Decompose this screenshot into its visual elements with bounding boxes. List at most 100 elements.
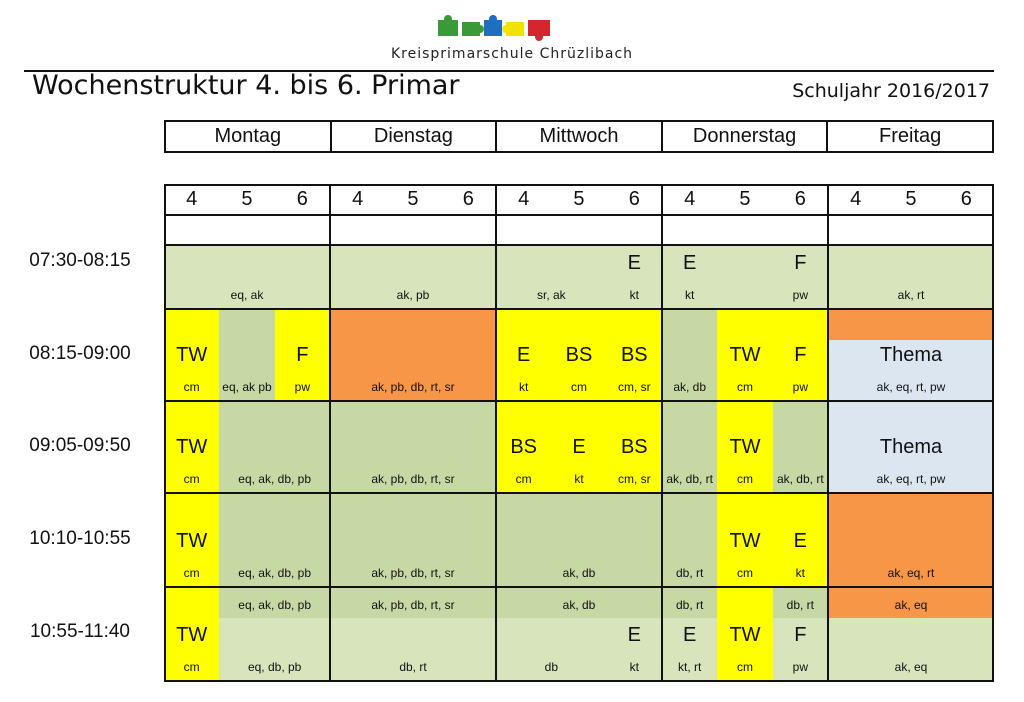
grade-label: 4 <box>684 188 696 210</box>
lesson-cell <box>496 494 662 586</box>
lesson-cell <box>551 402 607 492</box>
day-divider <box>827 184 829 682</box>
lesson-cell <box>772 588 828 618</box>
teacher-label: kt <box>629 288 639 302</box>
teacher-label: eq, ak, db, pb <box>238 472 312 486</box>
subject-label: BS <box>510 436 537 458</box>
lesson-cell <box>219 402 330 492</box>
school-year: Schuljahr 2016/2017 <box>792 80 990 102</box>
lesson-cell <box>330 310 496 400</box>
lesson-cell <box>496 310 552 400</box>
subject-label: BS <box>620 436 648 458</box>
page-title: Wochenstruktur 4. bis 6. Primar <box>32 70 460 101</box>
lesson-cell <box>606 246 662 308</box>
teacher-label: cm, sr <box>617 380 651 394</box>
teacher-label: pw <box>792 380 808 394</box>
day-divider <box>329 184 331 682</box>
teacher-label: eq, ak pb <box>222 380 272 394</box>
grade-label: 6 <box>462 188 474 210</box>
day-friday: Freitag <box>879 125 942 147</box>
row-divider <box>164 244 994 246</box>
lesson-cell <box>717 246 773 308</box>
teacher-label: ak, rt <box>897 288 925 302</box>
subject-label: E <box>682 252 697 274</box>
lesson-cell <box>606 402 662 492</box>
teacher-label: ak, eq <box>894 598 928 612</box>
grade-label: 4 <box>186 188 198 210</box>
subject-label: E <box>627 624 641 646</box>
subject-label: TW <box>729 530 761 552</box>
teacher-label: cm, sr <box>617 472 651 486</box>
lesson-cell <box>606 618 662 680</box>
day-divider <box>495 184 497 682</box>
time-label: 08:15-09:00 <box>29 343 131 364</box>
teacher-label: cm <box>570 380 587 394</box>
teacher-label: kt <box>629 660 639 674</box>
row-divider <box>164 308 994 310</box>
teacher-label: ak, eq, rt, pw <box>876 472 946 486</box>
puzzle-logo-icon <box>438 15 550 41</box>
time-label: 10:55-11:40 <box>29 621 130 642</box>
lesson-cell <box>330 494 496 586</box>
grade-label: 6 <box>960 188 972 210</box>
teacher-label: eq, ak <box>230 288 264 302</box>
lesson-cell <box>828 246 994 308</box>
lesson-cell <box>606 310 662 400</box>
subject-label: TW <box>729 624 761 646</box>
lesson-cell <box>772 402 828 492</box>
teacher-label: sr, ak <box>536 288 566 302</box>
grade-label: 5 <box>739 188 751 210</box>
lesson-cell <box>772 494 828 586</box>
teacher-label: eq, ak, db, pb <box>238 598 312 612</box>
subject-label: E <box>627 252 641 274</box>
lesson-cell <box>772 310 828 400</box>
grade-label: 4 <box>518 188 530 210</box>
lesson-cell <box>219 618 330 680</box>
teacher-label: pw <box>294 380 310 394</box>
subject-label: F <box>794 252 807 274</box>
day-tuesday: Dienstag <box>332 122 498 151</box>
teacher-label: ak, db <box>562 566 596 580</box>
teacher-label: eq, db, pb <box>247 660 302 674</box>
lesson-cell <box>828 618 994 680</box>
grade-label: 5 <box>241 188 253 210</box>
grade-label: 5 <box>905 188 917 210</box>
lesson-cell <box>496 618 607 680</box>
header-rule <box>24 70 994 72</box>
grade-label: 6 <box>794 188 806 210</box>
teacher-label: db, rt <box>675 598 704 612</box>
teacher-label: ak, db <box>673 380 707 394</box>
subject-label: F <box>296 344 309 366</box>
teacher-label: ak, db <box>562 598 596 612</box>
subject-label: TW <box>176 530 208 552</box>
day-wednesday: Mittwoch <box>497 122 663 151</box>
lesson-cell <box>662 310 718 400</box>
lesson-cell <box>662 402 718 492</box>
teacher-label: ak, db, rt <box>666 472 713 486</box>
lesson-cell <box>496 402 552 492</box>
teacher-label: cm <box>183 660 200 674</box>
lesson-cell <box>828 402 994 492</box>
lesson-cell <box>496 588 662 618</box>
lesson-cell <box>772 246 828 308</box>
teacher-label: cm <box>183 472 200 486</box>
subject-label: F <box>794 624 807 646</box>
time-label: 10:10-10:55 <box>29 528 131 549</box>
lesson-cell <box>662 246 718 308</box>
lesson-cell <box>330 402 496 492</box>
subject-label: Thema <box>879 436 943 458</box>
teacher-label: kt <box>518 380 529 394</box>
row-divider <box>164 214 994 216</box>
teacher-label: db, rt <box>399 660 427 674</box>
subject-label: TW <box>176 436 208 458</box>
lesson-cell <box>717 494 773 586</box>
teacher-label: ak, eq, rt, pw <box>876 380 946 394</box>
teacher-label: cm <box>736 566 753 580</box>
lesson-cell <box>662 588 718 618</box>
teacher-label: kt <box>684 288 695 302</box>
lesson-cell <box>662 494 718 586</box>
lesson-cell <box>330 246 496 308</box>
lesson-cell <box>496 246 607 308</box>
lesson-cell <box>828 494 994 586</box>
teacher-label: cm <box>736 472 753 486</box>
